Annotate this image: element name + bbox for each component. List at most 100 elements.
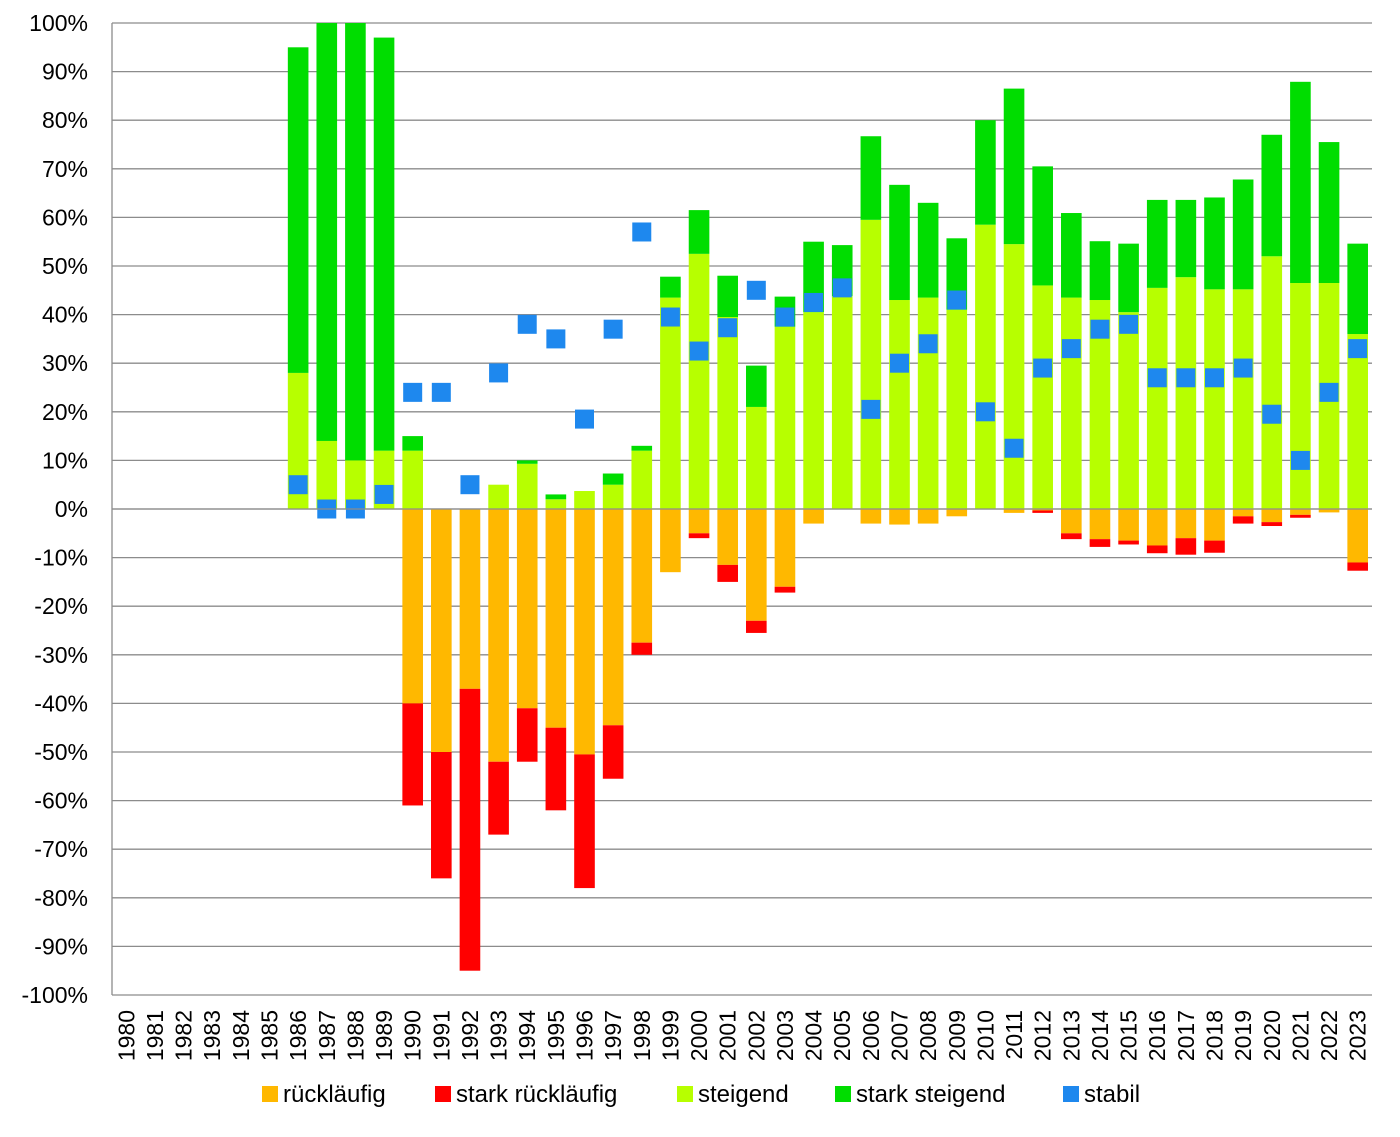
x-tick-label: 1996 <box>572 1010 598 1061</box>
x-tick-label: 1981 <box>142 1010 168 1061</box>
marker-stabil-1992 <box>460 475 480 495</box>
bar-steigend-1997 <box>602 484 624 509</box>
y-tick-label: -70% <box>34 836 88 862</box>
bar-steigend-1995 <box>545 499 567 509</box>
x-tick-label: 2015 <box>1116 1010 1142 1061</box>
legend-swatch-rückläufig <box>262 1086 278 1102</box>
y-tick-label: -20% <box>34 593 88 619</box>
x-tick-label: 1984 <box>228 1010 254 1061</box>
marker-stabil-2002 <box>746 280 766 300</box>
bar-rückläufig-2023 <box>1347 509 1368 563</box>
bar-stark-steigend-2008 <box>917 202 939 298</box>
marker-stabil-2017 <box>1176 368 1196 388</box>
marker-stabil-2016 <box>1147 368 1167 388</box>
bar-stark-rückläufig-2021 <box>1290 514 1311 518</box>
marker-stabil-2023 <box>1348 339 1368 359</box>
marker-stabil-2009 <box>947 290 967 310</box>
bar-stark-rückläufig-1998 <box>631 642 653 655</box>
bar-stark-steigend-2021 <box>1290 81 1311 284</box>
bar-rückläufig-1993 <box>488 509 509 762</box>
bar-steigend-2008 <box>917 297 939 509</box>
bar-rückläufig-2014 <box>1089 509 1111 540</box>
y-tick-label: 20% <box>42 399 88 425</box>
bar-rückläufig-1998 <box>631 509 653 643</box>
x-tick-label: 1991 <box>428 1010 454 1061</box>
x-axis <box>111 23 1372 995</box>
legend-swatch-stark-rückläufig <box>435 1086 451 1102</box>
bar-rückläufig-1992 <box>459 509 481 689</box>
bar-stark-rückläufig-2018 <box>1204 540 1225 553</box>
y-tick-label: 40% <box>42 302 88 328</box>
bar-steigend-2004 <box>803 312 824 509</box>
bar-stark-steigend-2007 <box>889 184 910 301</box>
bar-stark-steigend-1986 <box>287 47 309 373</box>
y-tick-label: 10% <box>42 447 88 473</box>
bar-steigend-2003 <box>774 326 796 509</box>
bar-stark-rückläufig-2001 <box>717 564 738 582</box>
bar-steigend-2009 <box>946 309 968 509</box>
bar-steigend-1994 <box>516 463 538 509</box>
marker-stabil-2014 <box>1090 319 1110 339</box>
x-tick-label: 2003 <box>772 1010 798 1061</box>
bar-rückläufig-1994 <box>516 509 538 709</box>
y-tick-label: 30% <box>42 350 88 376</box>
bar-stark-rückläufig-2000 <box>688 533 710 539</box>
x-tick-label: 2006 <box>858 1010 884 1061</box>
x-tick-label: 2023 <box>1345 1010 1371 1061</box>
marker-stabil-2012 <box>1033 358 1053 378</box>
marker-stabil-2015 <box>1119 314 1139 334</box>
bar-stark-steigend-2000 <box>688 210 710 254</box>
bar-rückläufig-1991 <box>431 509 452 752</box>
legend-label: steigend <box>698 1081 789 1108</box>
bar-steigend-1988 <box>345 460 366 509</box>
y-tick-label: 90% <box>42 59 88 85</box>
y-tick-label: -90% <box>34 933 88 959</box>
bar-rückläufig-1997 <box>602 509 624 726</box>
bar-rückläufig-1996 <box>574 509 595 755</box>
bar-steigend-2000 <box>688 253 710 509</box>
bar-stark-steigend-2002 <box>746 365 767 407</box>
bar-rückläufig-2022 <box>1318 509 1340 513</box>
marker-stabil-1989 <box>374 484 394 504</box>
bar-stark-rückläufig-2016 <box>1146 545 1168 554</box>
x-tick-label: 2022 <box>1316 1010 1342 1061</box>
bar-steigend-2018 <box>1204 289 1225 509</box>
x-tick-label: 2004 <box>801 1010 827 1061</box>
marker-stabil-2007 <box>890 353 909 373</box>
marker-stabil-2020 <box>1262 404 1282 424</box>
marker-stabil-2018 <box>1205 368 1224 388</box>
x-tick-label: 1983 <box>199 1010 225 1061</box>
legend-label: rückläufig <box>283 1081 386 1108</box>
x-tick-label: 2001 <box>715 1010 741 1061</box>
bar-steigend-2007 <box>889 300 910 509</box>
x-tick-label: 2005 <box>829 1010 855 1061</box>
marker-stabil-2013 <box>1061 339 1081 359</box>
bar-stark-steigend-1999 <box>660 276 681 298</box>
x-tick-label: 1997 <box>600 1010 626 1061</box>
y-tick-label: -30% <box>34 642 88 668</box>
y-tick-label: 100% <box>29 10 88 36</box>
bar-stark-steigend-2001 <box>717 275 738 318</box>
marker-stabil-2008 <box>918 334 938 354</box>
marker-stabil-1990 <box>403 382 423 402</box>
bar-stark-rückläufig-2013 <box>1061 533 1082 540</box>
bar-steigend-2015 <box>1118 312 1139 509</box>
bar-stark-rückläufig-2020 <box>1261 522 1283 527</box>
x-tick-label: 2013 <box>1058 1010 1084 1061</box>
bar-stark-rückläufig-2014 <box>1089 539 1111 547</box>
y-tick-label: 50% <box>42 253 88 279</box>
bar-steigend-2021 <box>1290 283 1311 509</box>
legend-swatch-steigend <box>677 1086 693 1102</box>
marker-stabil-1991 <box>431 382 451 402</box>
bar-stark-steigend-1990 <box>402 436 423 451</box>
legend-label: stark rückläufig <box>456 1081 617 1108</box>
y-tick-label: 70% <box>42 156 88 182</box>
bar-stark-rückläufig-1992 <box>459 688 481 971</box>
bar-rückläufig-2006 <box>860 509 882 524</box>
x-tick-label: 2018 <box>1202 1010 1228 1061</box>
bar-stark-rückläufig-2023 <box>1347 562 1368 571</box>
legend: rückläufig stark rückläufig steigend stark … <box>262 1081 1140 1108</box>
bar-stark-steigend-2017 <box>1175 199 1197 278</box>
bar-steigend-1986 <box>287 372 309 509</box>
legend-label: stabil <box>1084 1081 1140 1108</box>
